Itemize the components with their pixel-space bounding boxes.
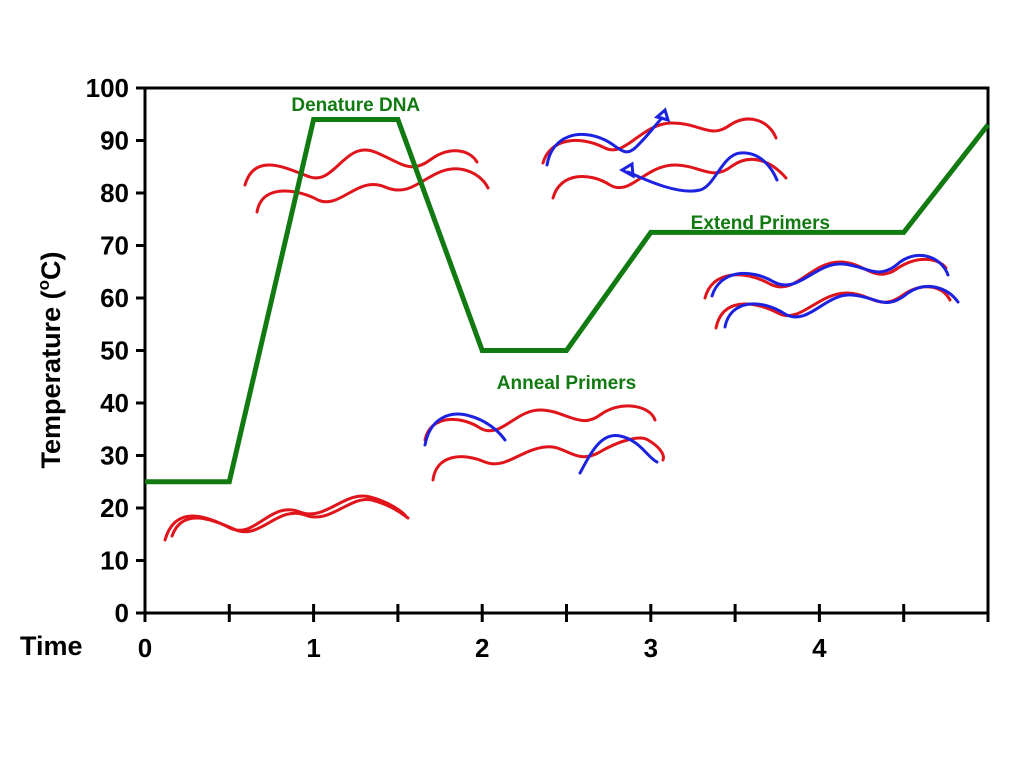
dna-illustrations [163,107,960,542]
annealed-primers [423,404,665,482]
y-tick-label: 100 [86,73,129,103]
x-tick-label: 4 [812,633,827,663]
y-tick-label: 20 [100,493,129,523]
y-tick-label: 80 [100,178,129,208]
anneal-primers-label: Anneal Primers [497,373,636,394]
y-tick-label: 0 [115,598,129,628]
y-axis-title: Temperature (oC) [34,252,66,469]
y-axis-ticks: 0 10 20 30 40 50 60 70 80 90 100 [86,73,145,628]
denature-dna-label: Denature DNA [291,95,420,116]
y-tick-label: 90 [100,126,129,156]
x-tick-label: 3 [644,633,658,663]
extended-products [703,253,960,330]
x-tick-label: 1 [306,633,320,663]
x-tick-label: 2 [475,633,489,663]
extend-primers-label: Extend Primers [691,213,830,234]
y-tick-label: 30 [100,441,129,471]
double-strand-dna [163,494,410,542]
y-tick-label: 70 [100,231,129,261]
x-axis-title: Time [20,631,83,661]
y-tick-label: 40 [100,388,129,418]
primer-extension-start [541,107,788,200]
temperature-curve [145,117,990,485]
x-axis-ticks: 0 1 2 3 4 [138,604,990,663]
y-tick-label: 60 [100,283,129,313]
y-tick-label: 50 [100,336,129,366]
denatured-strands [243,148,490,214]
x-tick-label: 0 [138,633,152,663]
y-tick-label: 10 [100,546,129,576]
